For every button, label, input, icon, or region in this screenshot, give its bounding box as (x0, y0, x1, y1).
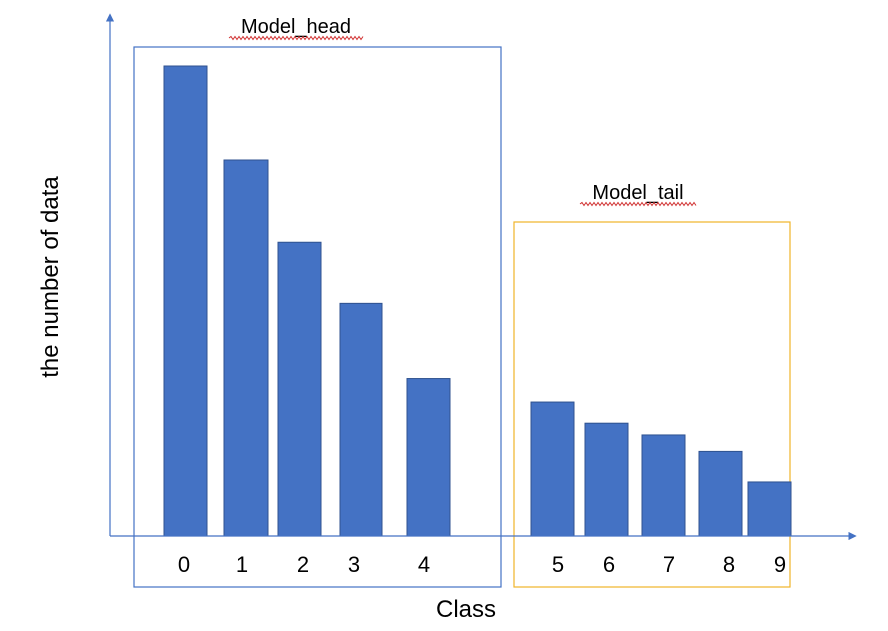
bar-class-9 (747, 481, 792, 537)
x-tick-label-6: 6 (603, 552, 615, 577)
x-tick-label-4: 4 (418, 552, 430, 577)
model-head-spellcheck-underline (228, 35, 364, 41)
bar-class-5 (530, 401, 575, 537)
model-head-box (133, 46, 502, 588)
x-tick-label-8: 8 (723, 552, 735, 577)
y-axis-label: the number of data (37, 176, 64, 378)
x-tick-labels: 0 1 2 3 4 5 6 7 8 9 (178, 552, 786, 577)
x-tick-label-5: 5 (552, 552, 564, 577)
model-tail-box (513, 221, 791, 588)
model-tail-label: Model_tail (592, 182, 683, 204)
bar-class-7 (641, 434, 686, 537)
bar-class-3 (339, 302, 383, 537)
bar-class-2 (277, 241, 322, 537)
bar-class-8 (698, 450, 743, 537)
model-head-label: Model_head (241, 16, 351, 38)
x-tick-label-0: 0 (178, 552, 190, 577)
bar-class-1 (223, 159, 269, 537)
x-tick-label-1: 1 (236, 552, 248, 577)
bar-class-4 (406, 378, 451, 537)
bars (163, 65, 792, 537)
bar-class-6 (584, 422, 629, 537)
x-tick-label-3: 3 (348, 552, 360, 577)
x-tick-label-2: 2 (297, 552, 309, 577)
model-tail-spellcheck-underline (579, 201, 697, 207)
bar-class-0 (163, 65, 208, 537)
x-axis-label: Class (436, 596, 496, 623)
x-tick-label-7: 7 (663, 552, 675, 577)
x-tick-label-9: 9 (774, 552, 786, 577)
